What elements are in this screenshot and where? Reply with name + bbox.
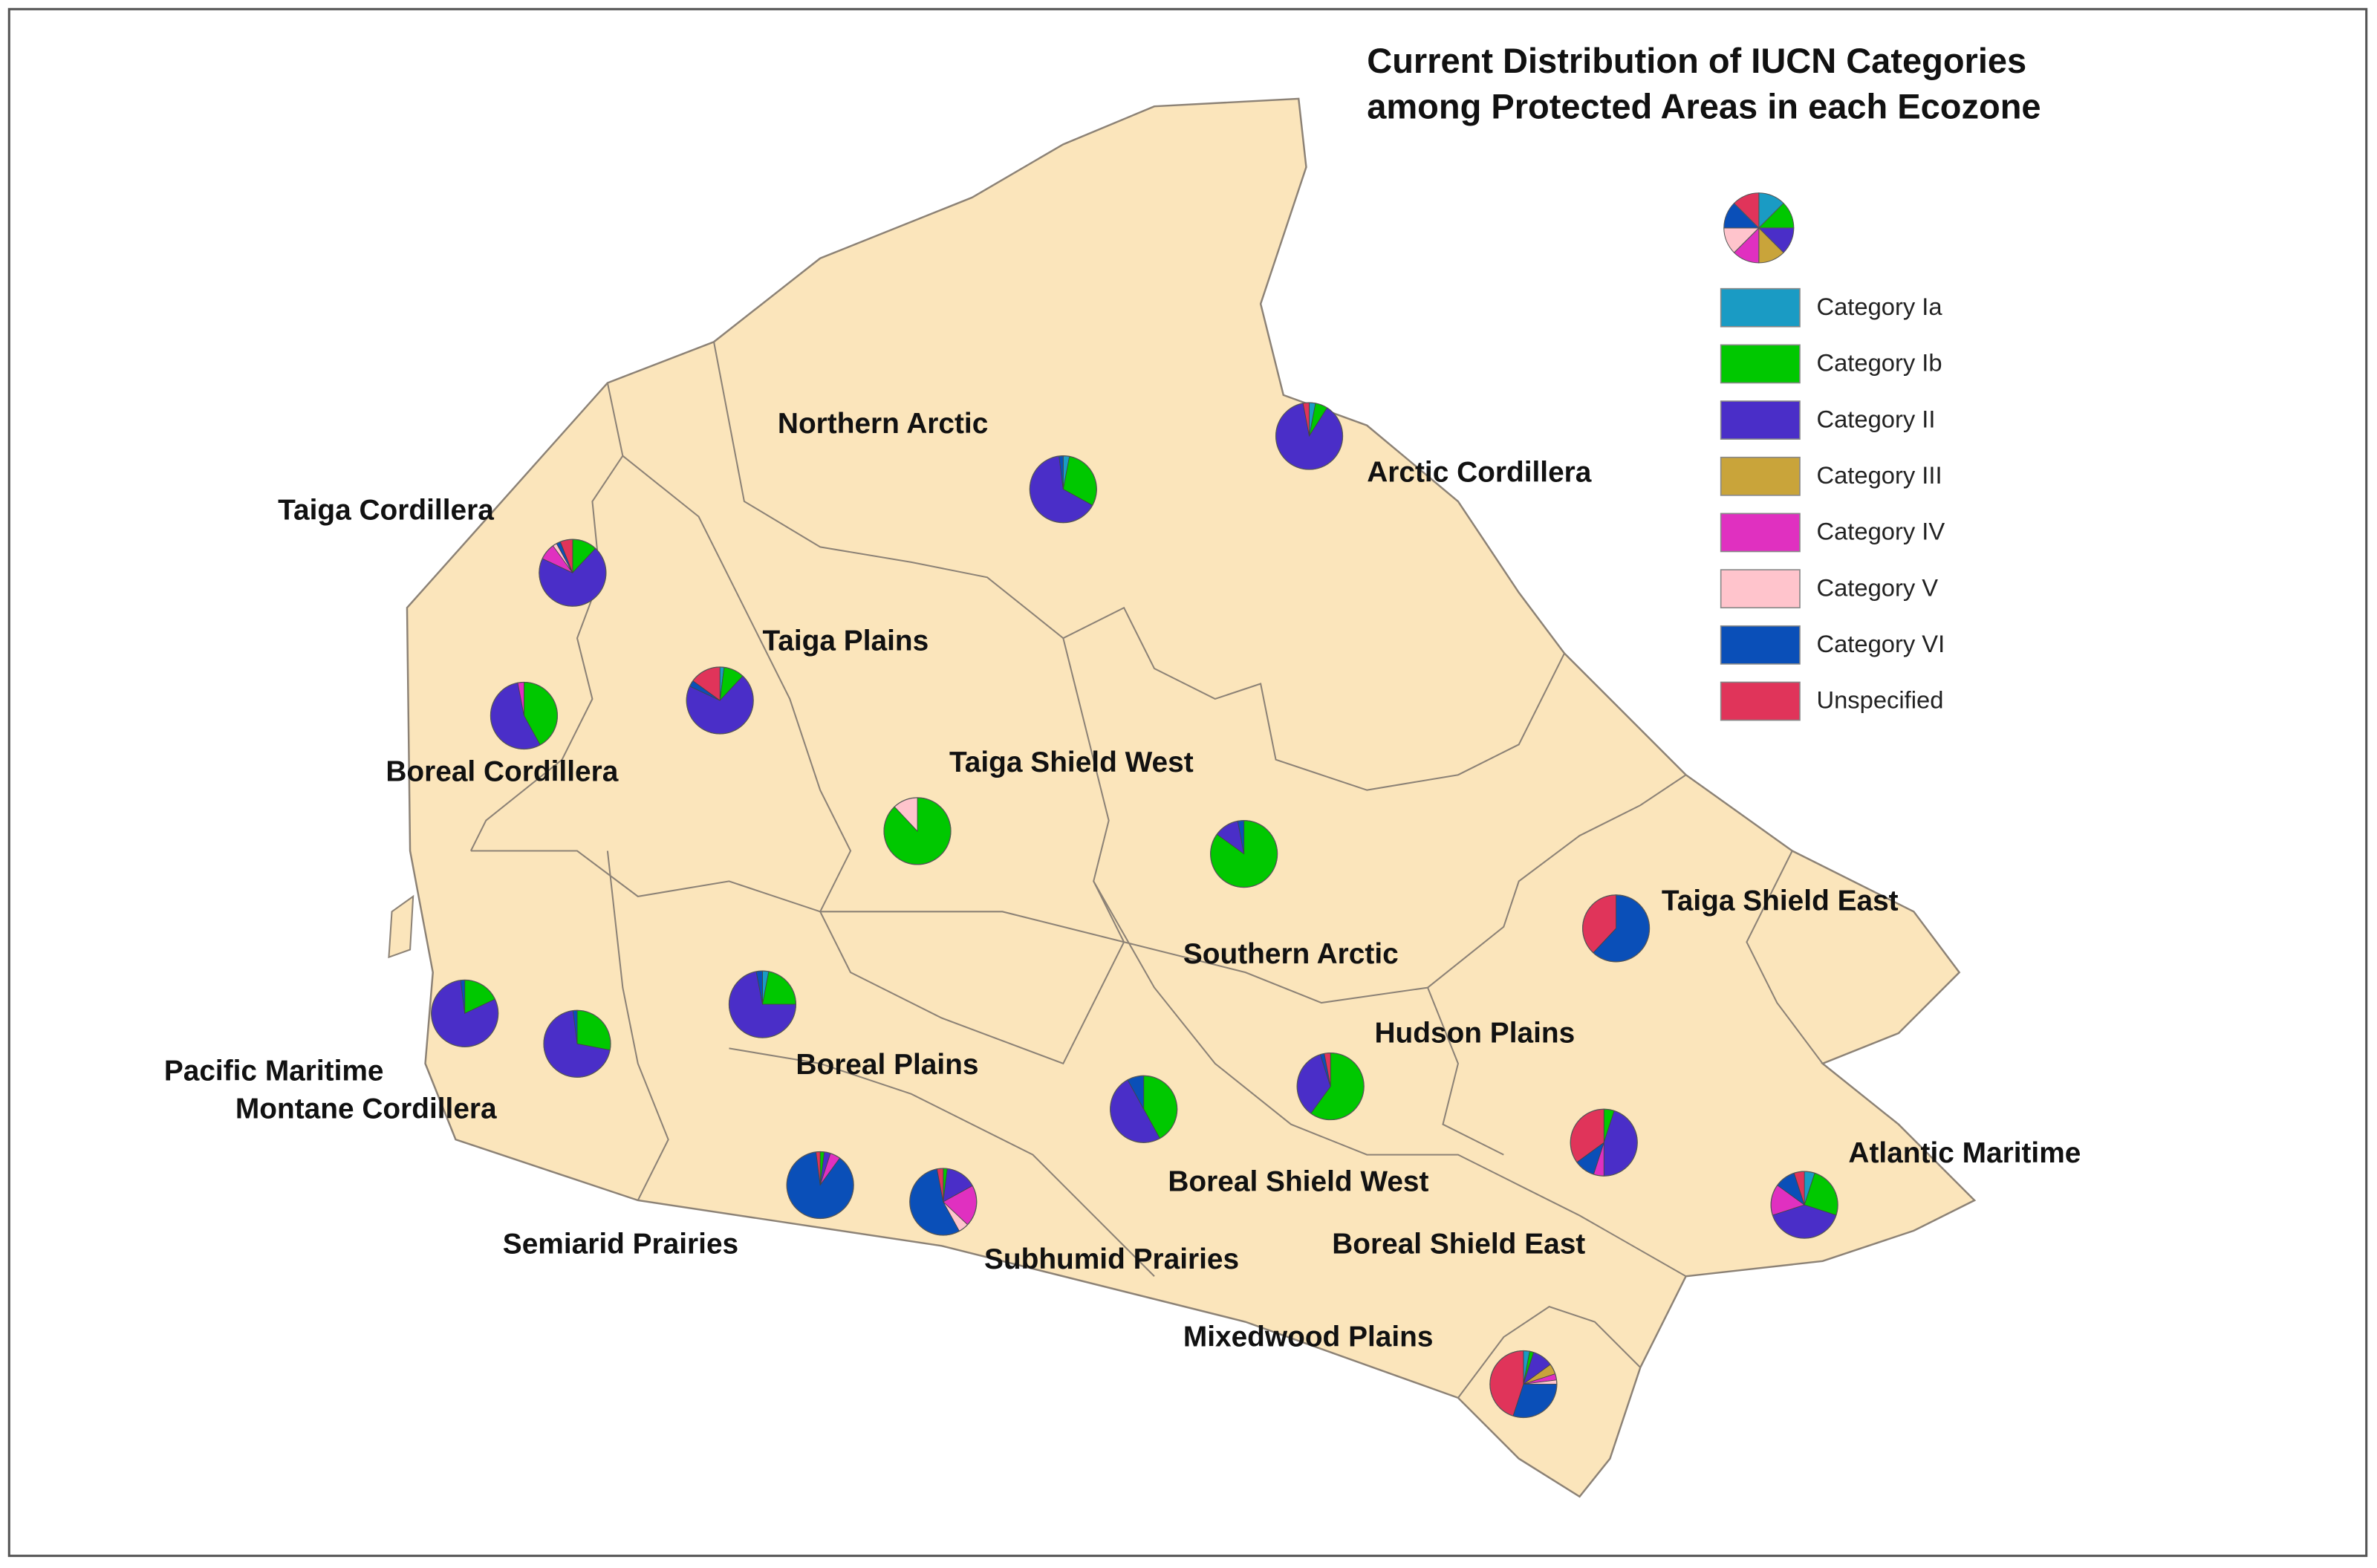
island (388, 894, 414, 959)
legend-label: Category IV (1816, 518, 1945, 545)
legend-swatch (1720, 287, 1801, 328)
frame (7, 7, 2368, 1558)
title-line: Current Distribution of IUCN Categories (1367, 41, 2026, 80)
ecozone-label: Pacific Maritime (164, 1055, 384, 1087)
ecozone-label: Boreal Shield East (1332, 1229, 1585, 1260)
ecozone-label: Subhumid Prairies (984, 1243, 1239, 1275)
pie-outline (1581, 894, 1651, 963)
ecozone-label: Taiga Shield West (949, 746, 1194, 778)
legend-label: Category III (1816, 461, 1942, 489)
ecozone-label: Arctic Cordillera (1367, 456, 1592, 488)
pie-outline (490, 681, 559, 750)
pie-outline (728, 970, 797, 1038)
ecozone-label: Taiga Plains (762, 625, 929, 657)
legend-swatch (1720, 569, 1801, 609)
legend: Category Ia Category Ib Category II Categor… (1720, 192, 1945, 721)
legend-swatch (1720, 456, 1801, 496)
ecozones: Northern Arctic Arctic Cordillera Taiga Co… (164, 402, 2081, 1419)
pie-outline (539, 539, 607, 607)
legend-swatch (1720, 625, 1801, 665)
title-line: among Protected Areas in each Ecozone (1367, 87, 2041, 126)
pie-outline (1029, 455, 1097, 524)
pie-outline (1296, 1052, 1365, 1121)
legend-swatch (1720, 400, 1801, 440)
ecozone-borders (469, 342, 1824, 1399)
ecozone-label: Mixedwood Plains (1183, 1321, 1434, 1353)
legend-label: Category II (1816, 405, 1935, 432)
ecozone-label: Semiarid Prairies (503, 1229, 738, 1260)
legend-label: Category Ia (1816, 293, 1942, 320)
ecozone-label: Atlantic Maritime (1848, 1137, 2081, 1169)
pie-outline (1570, 1108, 1638, 1177)
ecozone-label: Boreal Plains (796, 1049, 978, 1081)
legend-sample-slice (1733, 192, 1760, 230)
pie-outline (431, 979, 499, 1047)
legend-swatch (1720, 681, 1801, 721)
pie-outline (1210, 819, 1278, 888)
legend-label: Category V (1816, 573, 1938, 601)
ecozone-label: Southern Arctic (1183, 938, 1399, 970)
pie-outline (686, 666, 754, 735)
pie-outline (1770, 1171, 1838, 1239)
legend-label: Category VI (1816, 630, 1945, 657)
ecozone-label: Northern Arctic (778, 408, 988, 440)
pie-outline (1110, 1075, 1178, 1143)
legend-swatch (1720, 513, 1801, 553)
legend-label: Category Ib (1816, 349, 1942, 377)
ecozone-label: Boreal Cordillera (386, 755, 618, 787)
pie-outline (786, 1151, 854, 1220)
pie-outline (883, 797, 952, 865)
ecozone-label: Montane Cordillera (235, 1093, 497, 1125)
legend-swatch (1720, 344, 1801, 384)
pie-outline (909, 1168, 978, 1236)
ecozone-label: Boreal Shield West (1168, 1166, 1428, 1198)
legend-label: Unspecified (1816, 686, 1943, 714)
pie-outline (543, 1009, 611, 1078)
ecozone-label: Hudson Plains (1374, 1017, 1575, 1049)
ecozone-label: Taiga Shield East (1662, 885, 1899, 917)
pie-outline (1489, 1350, 1558, 1419)
pie-outline (1275, 402, 1344, 470)
ecozone-label: Taiga Cordillera (278, 495, 494, 527)
